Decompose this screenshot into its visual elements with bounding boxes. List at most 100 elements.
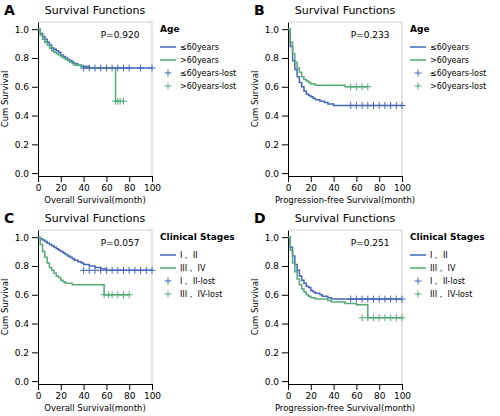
tick-label: 1.0: [265, 25, 280, 35]
plot-frame: [38, 22, 152, 176]
legend-label: III， IV-lost: [180, 290, 222, 299]
tick-mark: [32, 381, 38, 382]
tick: 0.2: [265, 140, 288, 150]
panel: 0204060801000.00.20.40.60.81.0: [265, 22, 412, 193]
legend-item: ≤60years: [160, 43, 219, 52]
tick-label: 0: [36, 183, 42, 193]
tick: 1.0: [15, 233, 38, 243]
tick: 40: [328, 176, 340, 193]
y-axis-title: Cum Survival: [0, 71, 10, 128]
tick: 40: [328, 384, 340, 401]
censor-marker: [149, 267, 156, 274]
tick: 0.4: [265, 319, 288, 329]
y-axis-title: Cum Survival: [250, 71, 260, 128]
tick-label: 0.2: [265, 348, 279, 358]
tick-label: 40: [78, 391, 90, 401]
censor-marker: [137, 65, 144, 72]
legend-swatch: [165, 291, 172, 298]
axis-line: [288, 23, 289, 177]
tick-label: 20: [306, 183, 318, 193]
tick-label: 100: [394, 391, 411, 401]
tick-label: 1.0: [15, 233, 30, 243]
p-value: P=0.057: [101, 238, 140, 248]
tick-mark: [32, 266, 38, 267]
censor-marker: [399, 314, 406, 321]
tick-label: 0.2: [265, 140, 279, 150]
tick: 0.2: [265, 348, 288, 358]
tick-label: 20: [56, 391, 68, 401]
tick: 0.2: [15, 348, 38, 358]
legend-swatch: [410, 59, 426, 61]
tick-label: 0.8: [265, 53, 280, 63]
tick: 60: [351, 176, 363, 193]
tick: 40: [78, 384, 90, 401]
tick-mark: [32, 324, 38, 325]
tick-label: 0: [36, 391, 42, 401]
tick: 100: [144, 176, 161, 193]
y-axis-title: Cum Survival: [250, 279, 260, 336]
legend-swatch: [160, 254, 176, 256]
tick-mark: [356, 384, 357, 390]
tick-mark: [61, 176, 62, 182]
tick-label: 60: [351, 183, 363, 193]
legend-item: III， IV: [410, 264, 456, 273]
legend-item: >60years: [410, 56, 469, 65]
tick-label: 0.6: [15, 82, 30, 92]
legend-label: III， IV: [430, 264, 456, 273]
survival-curve: [38, 29, 152, 68]
tick-mark: [282, 381, 288, 382]
tick: 0.4: [15, 319, 38, 329]
survival-curve: [38, 237, 152, 270]
legend-item: >60years-lost: [165, 82, 237, 91]
censor-marker: [364, 83, 371, 90]
tick-mark: [334, 384, 335, 390]
tick-label: 0.0: [15, 169, 30, 179]
legend-item: ≤60years-lost: [165, 69, 237, 78]
tick: 1.0: [265, 233, 288, 243]
legend-swatch: [415, 70, 422, 77]
x-axis-title: Overall Survival(month): [44, 195, 146, 205]
tick: 0.4: [265, 111, 288, 121]
panel-label: A: [4, 2, 15, 18]
chart-title: Survival Functions: [295, 212, 396, 225]
x-axis-title: Progression-free Survival(month): [275, 195, 415, 205]
tick-label: 0.0: [265, 169, 280, 179]
legend-swatch: [415, 291, 422, 298]
tick: 0: [286, 176, 292, 193]
legend: Age≤60years>60years≤60years-lost>60years…: [410, 24, 486, 91]
tick: 100: [394, 176, 411, 193]
tick: 0.8: [15, 53, 38, 63]
y-axis: 0.00.20.40.60.81.0: [15, 231, 39, 387]
tick-label: 1.0: [15, 25, 30, 35]
panel: 0204060801000.00.20.40.60.81.0: [265, 230, 412, 401]
tick-label: 0.8: [15, 53, 30, 63]
tick-label: 40: [328, 391, 340, 401]
plot-frame: [288, 230, 402, 384]
tick-label: 40: [78, 183, 90, 193]
legend-item: I， II-lost: [415, 277, 465, 286]
legend-label: I， II-lost: [180, 277, 215, 286]
tick: 100: [394, 384, 411, 401]
tick-mark: [152, 384, 153, 390]
tick-mark: [129, 176, 130, 182]
tick: 0.6: [15, 290, 38, 300]
tick-label: 60: [101, 183, 113, 193]
tick: 0.6: [265, 290, 288, 300]
tick-mark: [32, 58, 38, 59]
tick-mark: [282, 116, 288, 117]
tick: 80: [124, 176, 136, 193]
tick-mark: [38, 384, 39, 390]
legend-label: >60years-lost: [180, 82, 236, 91]
legend-label: I， II: [180, 251, 198, 260]
x-axis: 020406080100: [286, 384, 412, 401]
legend-item: I， II: [410, 251, 448, 260]
tick-label: 100: [394, 183, 411, 193]
tick-mark: [84, 176, 85, 182]
tick: 1.0: [265, 25, 288, 35]
tick: 100: [144, 384, 161, 401]
marks: [288, 237, 406, 321]
tick-mark: [311, 384, 312, 390]
tick-mark: [282, 266, 288, 267]
x-axis: 020406080100: [286, 176, 412, 193]
tick-mark: [32, 87, 38, 88]
